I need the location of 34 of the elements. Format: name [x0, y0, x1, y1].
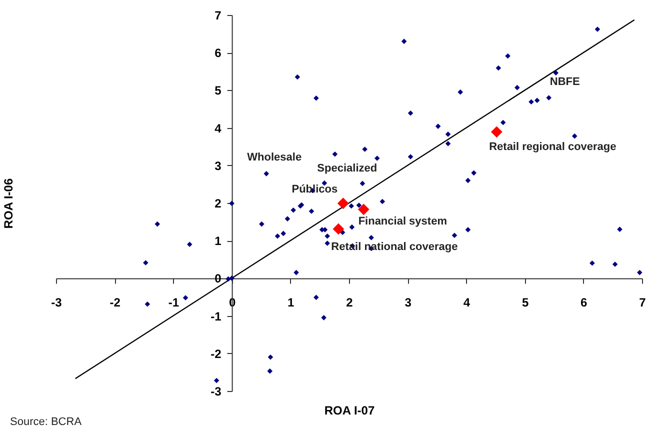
point: [358, 204, 370, 216]
y-tick-label: 7: [214, 8, 222, 22]
x-tick-label: 3: [404, 296, 412, 310]
x-axis-title: ROA I-07: [324, 404, 375, 418]
point: [332, 223, 344, 235]
annotation: Financial system: [358, 215, 448, 228]
annotation: Wholesale: [247, 152, 302, 164]
point: [337, 198, 349, 210]
annotation: Specialized: [317, 162, 378, 174]
x-tick-label: -3: [51, 296, 62, 310]
y-tick-label: -2: [210, 346, 222, 361]
x-tick-label: 7: [639, 296, 646, 310]
x-tick-label: -1: [168, 296, 180, 310]
annotation: Públicos: [292, 184, 338, 196]
annotation: Retail regional coverage: [489, 140, 616, 153]
x-tick-label: 1: [288, 296, 295, 310]
x-tick-label: 4: [463, 296, 470, 310]
y-tick-label: 2: [214, 196, 222, 210]
x-tick-label: -2: [110, 296, 121, 310]
y-tick-label: 1: [214, 234, 222, 248]
annotation: Retail national coverage: [331, 240, 458, 253]
point: [490, 126, 502, 138]
x-tick-label: 2: [346, 296, 354, 310]
y-tick-label: -1: [210, 309, 222, 324]
y-tick-label: 6: [214, 46, 222, 60]
y-tick-label: 4: [214, 121, 222, 136]
annotation: NBFE: [550, 76, 580, 88]
x-tick-label: 6: [580, 296, 588, 310]
y-axis-title: ROA I-06: [2, 178, 16, 229]
x-tick-label: 5: [522, 296, 529, 310]
y-tick-label: 5: [214, 84, 222, 98]
y-tick-label: -3: [210, 384, 222, 398]
source-note: Source: BCRA: [10, 416, 82, 428]
y-tick-label: 3: [214, 158, 222, 173]
